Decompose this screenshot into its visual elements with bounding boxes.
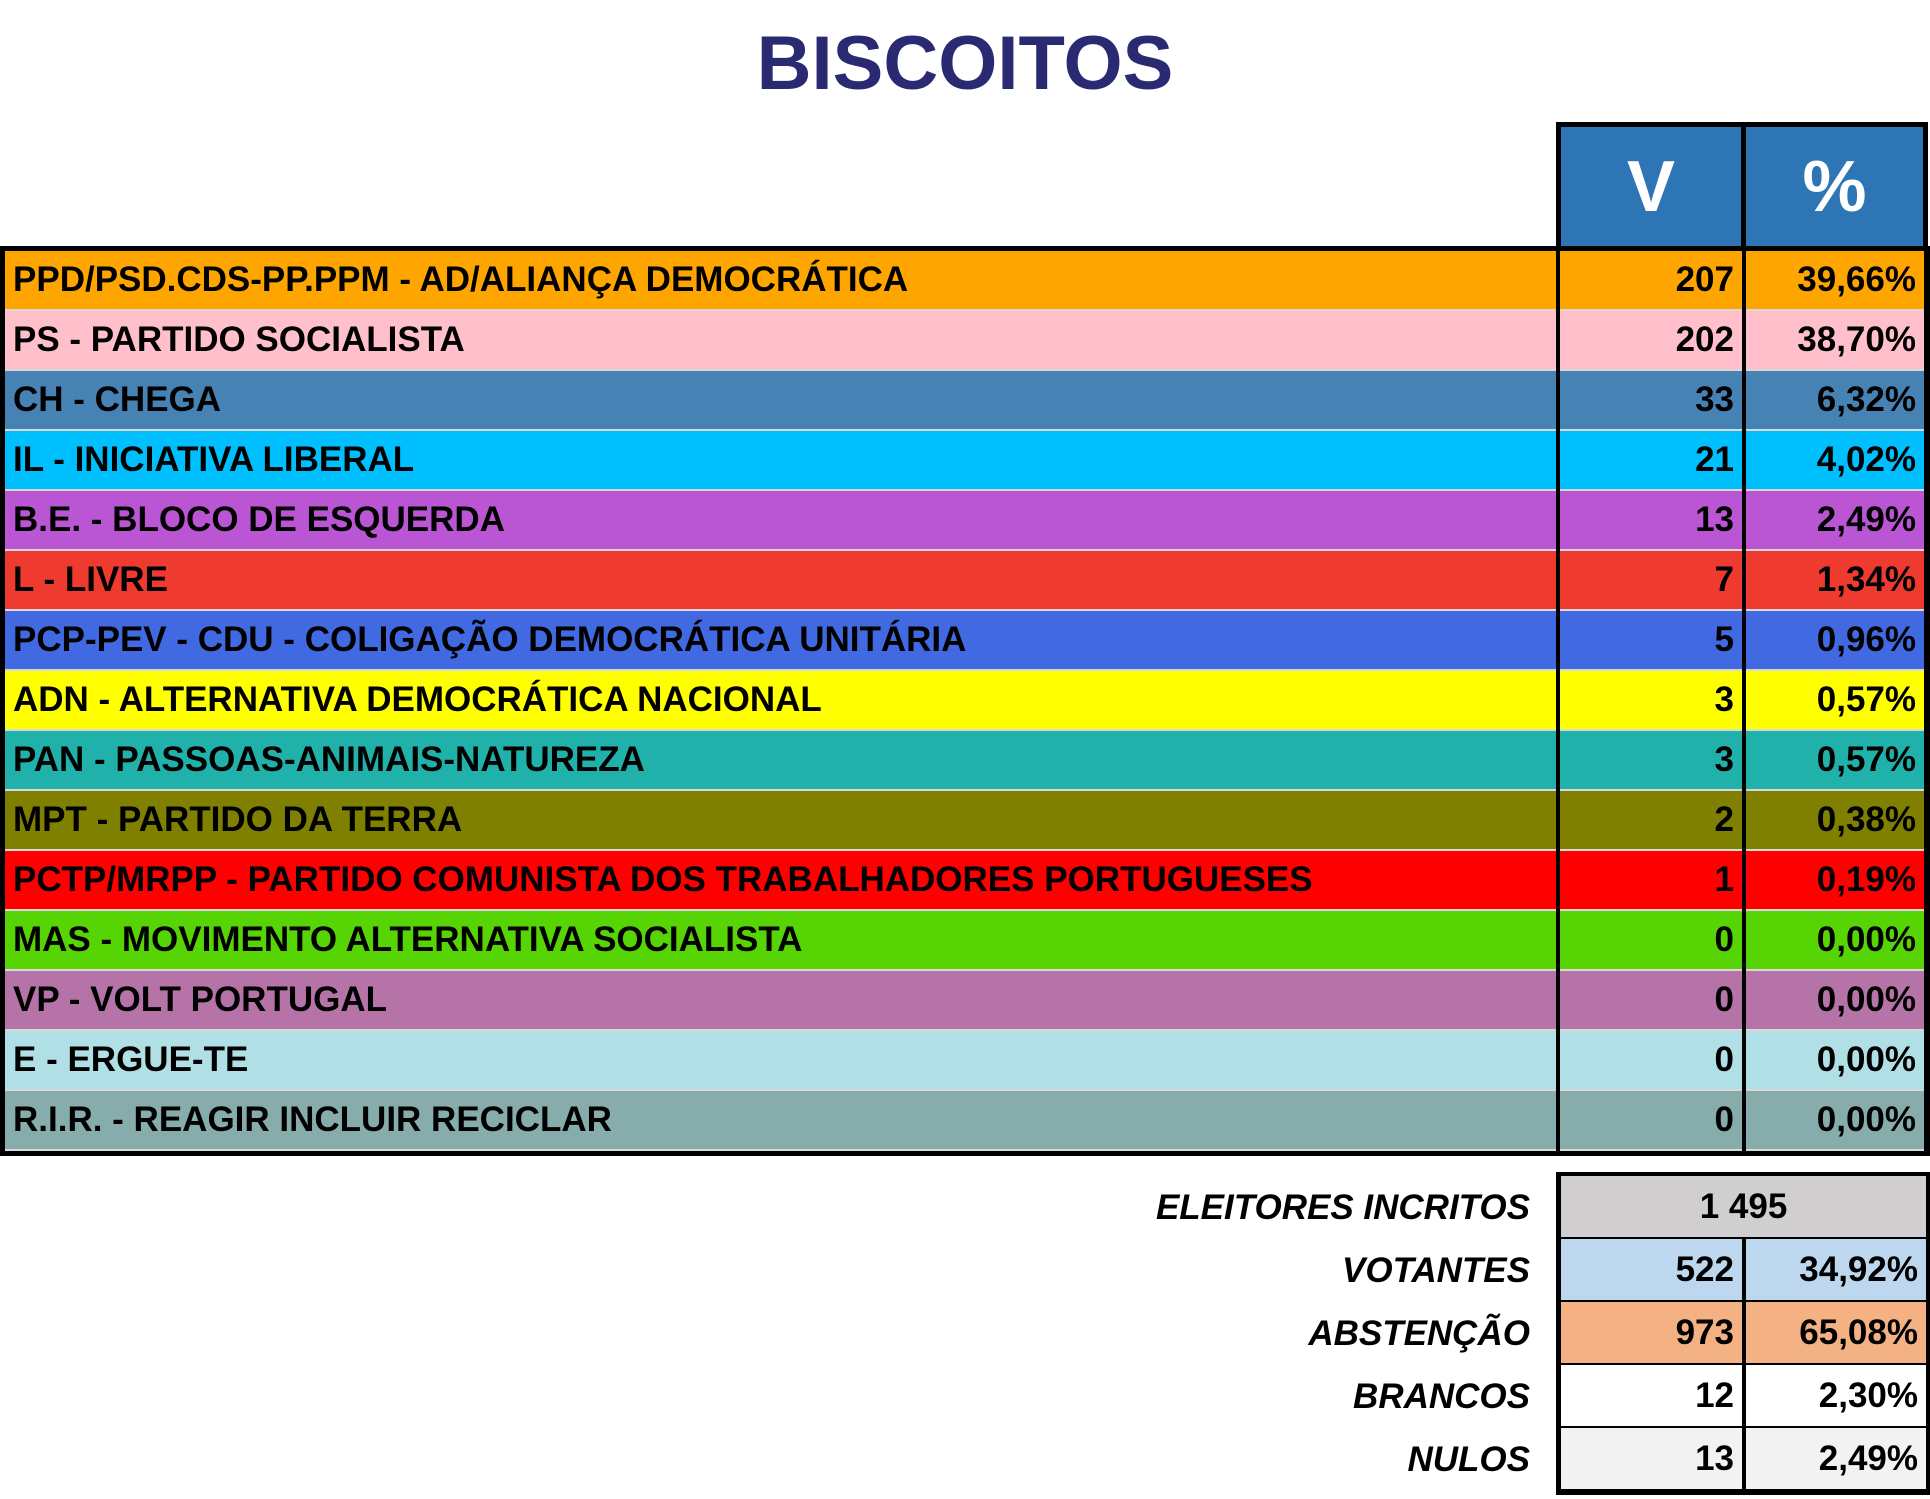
party-percent: 39,66% bbox=[1746, 251, 1924, 311]
header-percent: % bbox=[1746, 127, 1923, 246]
title: BISCOITOS bbox=[756, 21, 1174, 106]
summary-votes: 13 bbox=[1561, 1428, 1742, 1489]
summary-label: ABSTENÇÃO bbox=[1308, 1313, 1530, 1353]
party-percent: 0,57% bbox=[1746, 731, 1924, 791]
summary-votes: 12 bbox=[1561, 1365, 1742, 1426]
party-percent: 38,70% bbox=[1746, 311, 1924, 371]
party-percent: 0,96% bbox=[1746, 611, 1924, 671]
party-name: L - LIVRE bbox=[5, 551, 1556, 611]
party-name: CH - CHEGA bbox=[5, 371, 1556, 431]
party-votes: 3 bbox=[1560, 671, 1742, 731]
party-percent: 0,19% bbox=[1746, 851, 1924, 911]
party-percent: 4,02% bbox=[1746, 431, 1924, 491]
party-votes: 33 bbox=[1560, 371, 1742, 431]
party-name: MAS - MOVIMENTO ALTERNATIVA SOCIALISTA bbox=[5, 911, 1556, 971]
party-name: PCP-PEV - CDU - COLIGAÇÃO DEMOCRÁTICA UN… bbox=[5, 611, 1556, 671]
party-votes: 0 bbox=[1560, 1091, 1742, 1151]
summary-votes: 973 bbox=[1561, 1302, 1742, 1363]
party-votes: 13 bbox=[1560, 491, 1742, 551]
summary-percent: 65,08% bbox=[1746, 1302, 1926, 1363]
party-name: ADN - ALTERNATIVA DEMOCRÁTICA NACIONAL bbox=[5, 671, 1556, 731]
party-votes: 3 bbox=[1560, 731, 1742, 791]
party-name: E - ERGUE-TE bbox=[5, 1031, 1556, 1091]
party-percent: 0,00% bbox=[1746, 1091, 1924, 1151]
party-percent: 2,49% bbox=[1746, 491, 1924, 551]
party-votes: 202 bbox=[1560, 311, 1742, 371]
party-percent: 1,34% bbox=[1746, 551, 1924, 611]
party-votes: 2 bbox=[1560, 791, 1742, 851]
party-name: VP - VOLT PORTUGAL bbox=[5, 971, 1556, 1031]
party-percent: 0,00% bbox=[1746, 971, 1924, 1031]
party-percent: 0,00% bbox=[1746, 911, 1924, 971]
summary-label: BRANCOS bbox=[1353, 1376, 1530, 1416]
party-percent: 0,00% bbox=[1746, 1031, 1924, 1091]
summary-votes: 522 bbox=[1561, 1239, 1742, 1300]
summary-label: VOTANTES bbox=[1342, 1250, 1530, 1290]
summary-label: NULOS bbox=[1407, 1439, 1531, 1479]
party-votes: 0 bbox=[1560, 911, 1742, 971]
party-votes: 0 bbox=[1560, 971, 1742, 1031]
party-name: B.E. - BLOCO DE ESQUERDA bbox=[5, 491, 1556, 551]
party-percent: 0,38% bbox=[1746, 791, 1924, 851]
summary-label: ELEITORES INCRITOS bbox=[1155, 1187, 1530, 1227]
summary-percent: 2,49% bbox=[1746, 1428, 1926, 1489]
party-votes: 0 bbox=[1560, 1031, 1742, 1091]
party-name: PAN - PASSOAS-ANIMAIS-NATUREZA bbox=[5, 731, 1556, 791]
summary-value: 1 495 bbox=[1561, 1176, 1926, 1237]
summary-percent: 34,92% bbox=[1746, 1239, 1926, 1300]
party-votes: 5 bbox=[1560, 611, 1742, 671]
party-percent: 6,32% bbox=[1746, 371, 1924, 431]
party-votes: 1 bbox=[1560, 851, 1742, 911]
party-name: R.I.R. - REAGIR INCLUIR RECICLAR bbox=[5, 1091, 1556, 1151]
party-name: PS - PARTIDO SOCIALISTA bbox=[5, 311, 1556, 371]
party-votes: 7 bbox=[1560, 551, 1742, 611]
header-votes: V bbox=[1561, 127, 1741, 246]
party-votes: 207 bbox=[1560, 251, 1742, 311]
summary-percent: 2,30% bbox=[1746, 1365, 1926, 1426]
party-name: MPT - PARTIDO DA TERRA bbox=[5, 791, 1556, 851]
party-votes: 21 bbox=[1560, 431, 1742, 491]
party-name: IL - INICIATIVA LIBERAL bbox=[5, 431, 1556, 491]
party-name: PCTP/MRPP - PARTIDO COMUNISTA DOS TRABAL… bbox=[5, 851, 1556, 911]
party-name: PPD/PSD.CDS-PP.PPM - AD/ALIANÇA DEMOCRÁT… bbox=[5, 251, 1556, 311]
party-percent: 0,57% bbox=[1746, 671, 1924, 731]
